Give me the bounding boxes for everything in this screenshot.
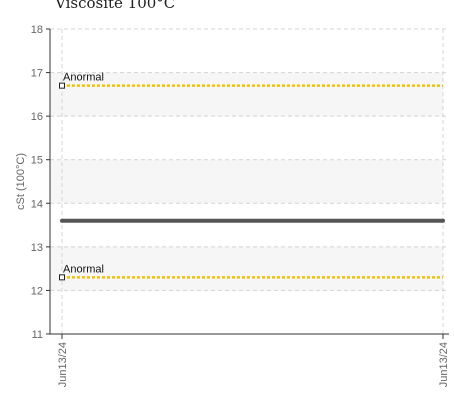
- y-tick-label: 14: [31, 198, 43, 210]
- data-point: [441, 218, 445, 223]
- y-tick-label: 17: [31, 68, 43, 80]
- y-tick-label: 13: [31, 242, 43, 254]
- threshold-label: Anormal: [63, 72, 104, 84]
- plot-band: [50, 246, 443, 291]
- chart-title: Viscosite 100°C: [55, 0, 176, 12]
- threshold-label: Anormal: [63, 263, 104, 275]
- y-axis-label: cSt (100°C): [15, 153, 27, 210]
- y-tick-label: 16: [31, 111, 43, 123]
- x-tick-label: Jun13/24: [57, 342, 69, 387]
- y-tick-label: 18: [31, 24, 43, 36]
- plot-band: [50, 159, 443, 204]
- y-tick-label: 12: [31, 285, 43, 297]
- y-tick-label: 15: [31, 155, 43, 167]
- threshold-marker: [59, 274, 65, 281]
- threshold-marker: [59, 82, 65, 89]
- plot-band: [50, 72, 443, 117]
- x-tick-label: Jun13/24: [438, 342, 450, 387]
- y-tick-label: 11: [32, 329, 43, 341]
- data-point: [60, 218, 64, 223]
